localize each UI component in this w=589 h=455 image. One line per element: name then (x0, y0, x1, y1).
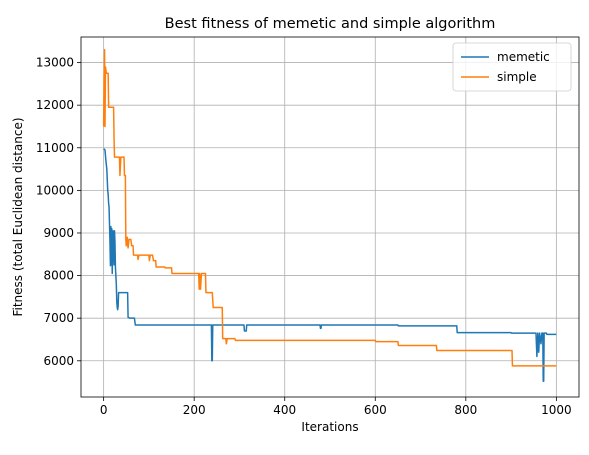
x-tick-label: 1000 (541, 403, 572, 417)
y-tick-label: 6000 (43, 354, 74, 368)
chart-title: Best fitness of memetic and simple algor… (165, 16, 496, 32)
series-line-memetic (103, 148, 557, 382)
y-tick-label: 7000 (43, 311, 74, 325)
legend: memetic simple (452, 42, 572, 92)
x-axis-title: Iterations (301, 420, 358, 434)
y-tick-label: 8000 (43, 269, 74, 283)
y-tick-label: 11000 (36, 141, 74, 155)
x-tick-label: 400 (273, 403, 296, 417)
x-tick-label: 600 (364, 403, 387, 417)
x-tick-label: 200 (183, 403, 206, 417)
plot-frame (80, 36, 580, 398)
y-tick-label: 9000 (43, 226, 74, 240)
y-tick-label: 13000 (36, 56, 74, 70)
grid-lines (81, 37, 579, 397)
x-tick-label: 0 (100, 403, 108, 417)
x-tick-label: 800 (454, 403, 477, 417)
axis-ticks: 0 200 400 600 800 1000 6000 7000 8000 9000 10000 11… (36, 56, 572, 417)
y-tick-label: 10000 (36, 183, 74, 197)
series-lines (102, 49, 557, 382)
legend-label-memetic: memetic (497, 50, 550, 64)
legend-label-simple: simple (497, 70, 537, 84)
legend-box (452, 42, 572, 92)
y-axis-title: Fitness (total Euclidean distance) (11, 117, 25, 316)
y-tick-label: 12000 (36, 98, 74, 112)
series-line-simple (102, 49, 557, 367)
